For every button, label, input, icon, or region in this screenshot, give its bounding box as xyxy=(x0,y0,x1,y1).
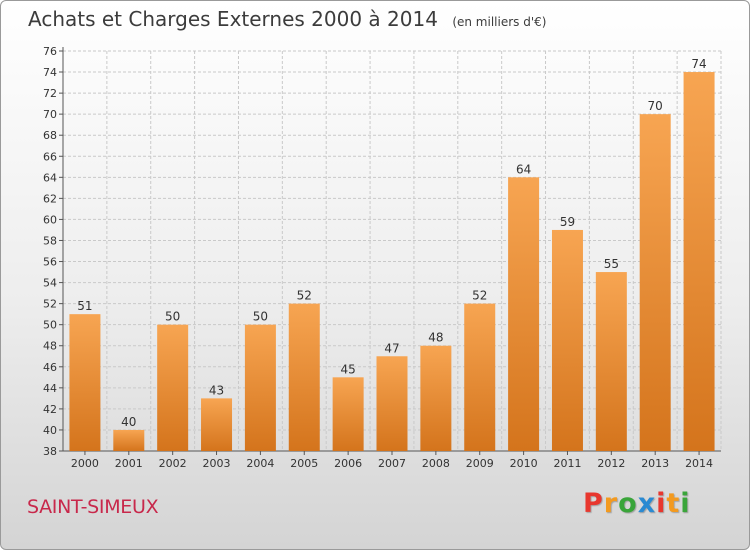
y-tick-label: 48 xyxy=(43,340,57,353)
bar xyxy=(332,377,364,451)
bar xyxy=(288,303,320,451)
bar xyxy=(376,356,408,451)
y-tick-label: 74 xyxy=(43,66,57,79)
bar-value-label: 52 xyxy=(297,289,312,303)
bar-value-label: 59 xyxy=(560,215,575,229)
bar-value-label: 52 xyxy=(472,289,487,303)
bar xyxy=(157,324,189,451)
chart-title: Achats et Charges Externes 2000 à 2014 (… xyxy=(28,7,546,31)
bars xyxy=(69,72,715,451)
y-tick-label: 56 xyxy=(43,256,57,269)
bar-value-label: 50 xyxy=(253,310,268,324)
bar-value-label: 48 xyxy=(428,331,443,345)
y-tick-label: 62 xyxy=(43,192,57,205)
bar xyxy=(595,272,627,451)
x-tick-label: 2010 xyxy=(510,457,538,470)
bar-value-label: 70 xyxy=(648,99,663,113)
x-tick-label: 2003 xyxy=(203,457,231,470)
bar xyxy=(69,314,101,451)
bar xyxy=(639,114,671,451)
bar xyxy=(464,303,496,451)
bar xyxy=(683,72,715,451)
logo-letter: o xyxy=(618,488,638,519)
bar xyxy=(201,398,233,451)
bar-value-label: 51 xyxy=(77,299,92,313)
y-tick-label: 72 xyxy=(43,87,57,100)
y-tick-label: 58 xyxy=(43,234,57,247)
x-tick-label: 2004 xyxy=(246,457,274,470)
bar xyxy=(420,345,452,451)
chart-subtitle: (en milliers d'€) xyxy=(452,15,547,29)
y-tick-label: 40 xyxy=(43,424,57,437)
y-tick-label: 70 xyxy=(43,108,57,121)
x-tick-label: 2008 xyxy=(422,457,450,470)
x-tick-label: 2000 xyxy=(71,457,99,470)
bar-value-label: 64 xyxy=(516,162,531,176)
bar xyxy=(113,429,145,451)
y-tick-label: 76 xyxy=(43,45,57,58)
bar-value-label: 43 xyxy=(209,383,224,397)
x-tick-label: 2014 xyxy=(685,457,713,470)
bar xyxy=(551,229,583,451)
y-tick-label: 54 xyxy=(43,277,57,290)
x-tick-label: 2011 xyxy=(553,457,581,470)
bar xyxy=(508,177,540,451)
proxiti-logo: Proxiti xyxy=(583,488,691,519)
logo-letter: P xyxy=(583,488,604,519)
bar-value-label: 45 xyxy=(340,362,355,376)
bar-value-label: 47 xyxy=(384,341,399,355)
commune-name: SAINT-SIMEUX xyxy=(27,496,159,518)
logo-letter: x xyxy=(637,488,657,519)
bar-value-label: 55 xyxy=(604,257,619,271)
bar xyxy=(244,324,276,451)
y-tick-label: 42 xyxy=(43,403,57,416)
y-tick-label: 60 xyxy=(43,213,57,226)
x-tick-label: 2013 xyxy=(641,457,669,470)
logo-letter: i xyxy=(680,488,691,519)
bar-value-label: 74 xyxy=(691,57,706,71)
bar-value-label: 40 xyxy=(121,415,136,429)
y-tick-label: 46 xyxy=(43,361,57,374)
y-tick-label: 38 xyxy=(43,445,57,458)
logo-letter: r xyxy=(603,488,619,519)
x-tick-label: 2007 xyxy=(378,457,406,470)
x-tick-label: 2001 xyxy=(115,457,143,470)
x-tick-label: 2002 xyxy=(159,457,187,470)
y-tick-label: 64 xyxy=(43,171,57,184)
x-tick-label: 2009 xyxy=(466,457,494,470)
x-tick-label: 2012 xyxy=(597,457,625,470)
bar-value-label: 50 xyxy=(165,310,180,324)
logo-letter: i xyxy=(656,488,667,519)
logo-letter: t xyxy=(666,488,681,519)
x-tick-label: 2005 xyxy=(290,457,318,470)
data-labels: 51 40 50 43 50 52 45 47 48 52 64 59 55 70 74 xyxy=(77,57,706,429)
y-tick-label: 44 xyxy=(43,382,57,395)
y-tick-label: 50 xyxy=(43,319,57,332)
y-tick-label: 52 xyxy=(43,298,57,311)
chart-title-text: Achats et Charges Externes 2000 à 2014 xyxy=(28,7,438,31)
y-tick-label: 66 xyxy=(43,150,57,163)
y-tick-label: 68 xyxy=(43,129,57,142)
x-tick-label: 2006 xyxy=(334,457,362,470)
